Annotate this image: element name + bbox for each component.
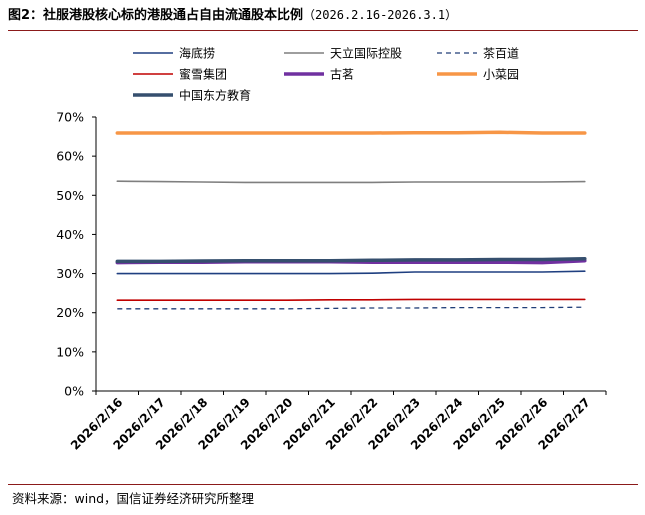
y-tick-label: 30% xyxy=(56,266,84,281)
legend-label: 古茗 xyxy=(330,67,354,82)
series-line xyxy=(116,180,586,184)
y-tick-label: 40% xyxy=(56,227,84,242)
figure-title-main: 图2：社服港股核心标的港股通占自由流通股本比例 xyxy=(8,8,304,23)
figure-title-range: （2026.2.16-2026.3.1） xyxy=(303,8,458,22)
y-tick-label: 20% xyxy=(56,305,84,320)
legend-label: 中国东方教育 xyxy=(179,88,251,103)
legend-label: 茶百道 xyxy=(483,46,519,61)
series-line xyxy=(115,130,587,135)
legend-label: 海底捞 xyxy=(179,46,215,61)
chart-lines xyxy=(115,130,587,310)
y-tick-label: 0% xyxy=(64,384,84,399)
source-rule xyxy=(8,484,638,485)
legend-label: 小菜园 xyxy=(483,68,519,82)
y-tick-label: 10% xyxy=(56,344,84,359)
y-tick-label: 50% xyxy=(56,188,84,203)
series-line xyxy=(116,270,586,275)
legend-label: 天立国际控股 xyxy=(330,46,402,61)
series-line xyxy=(115,256,587,264)
y-tick-label: 70% xyxy=(56,110,84,125)
y-tick-label: 60% xyxy=(56,149,84,164)
title-rule xyxy=(8,30,638,31)
chart-axes: 0%10%20%30%40%50%60%70%2026/2/162026/2/1… xyxy=(56,110,607,453)
figure-title: 图2：社服港股核心标的港股通占自由流通股本比例（2026.2.16-2026.3… xyxy=(8,4,638,26)
source-note: 资料来源：wind，国信证券经济研究所整理 xyxy=(12,491,255,506)
legend-label: 蜜雪集团 xyxy=(179,67,227,82)
series-line xyxy=(116,298,586,302)
series-line xyxy=(117,306,585,310)
